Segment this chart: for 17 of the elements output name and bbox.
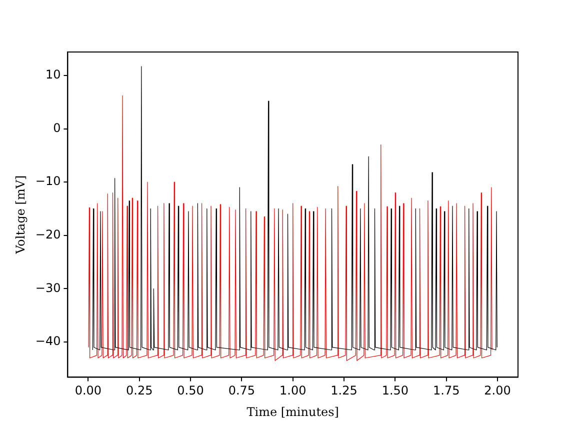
y-tick-label: −40 xyxy=(35,334,61,348)
x-axis-title: Time [minutes] xyxy=(246,404,339,419)
y-axis-title: Voltage [mV] xyxy=(13,175,28,255)
x-tick-label: 1.25 xyxy=(330,384,358,398)
x-tick-label: 0.25 xyxy=(126,384,153,398)
y-tick-label: −20 xyxy=(35,228,61,242)
x-tick-label: 1.75 xyxy=(433,384,460,398)
y-tick-label: −10 xyxy=(35,174,61,188)
y-tick-label: 10 xyxy=(45,68,61,82)
x-tick-label: 0.75 xyxy=(228,384,256,398)
x-tick-label: 0.00 xyxy=(74,384,102,398)
x-tick-label: 0.50 xyxy=(177,384,204,398)
x-tick-label: 2.00 xyxy=(484,384,511,398)
y-tick-label: 0 xyxy=(53,120,61,135)
y-tick-label: −30 xyxy=(35,280,61,295)
x-tick-label: 1.00 xyxy=(280,384,306,398)
x-tick-label: 1.50 xyxy=(382,384,409,398)
